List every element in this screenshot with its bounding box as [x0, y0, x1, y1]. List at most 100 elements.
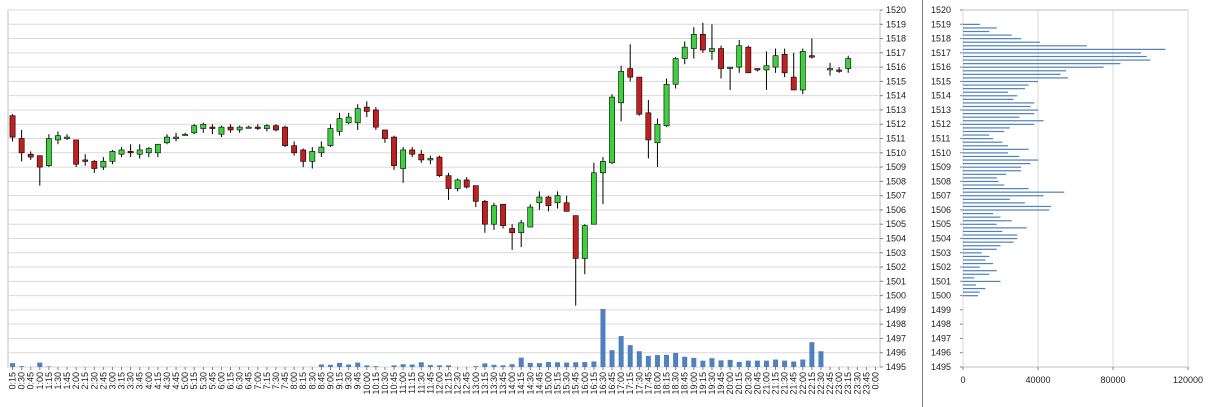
y-tick-label: 1510 [886, 148, 906, 158]
candle-body [672, 58, 679, 85]
x-tick-label: 16:30 [598, 372, 608, 395]
profile-y-tick-label: 1516 [931, 62, 951, 72]
profile-bar [963, 152, 1008, 154]
volume-bar [718, 360, 724, 367]
x-tick-label: 22:45 [825, 372, 835, 395]
x-tick-label: 1:15 [44, 372, 54, 390]
y-tick-label: 1504 [886, 233, 906, 243]
candle-body [145, 148, 152, 154]
volume-bar [491, 364, 497, 367]
profile-y-tick-label: 1510 [931, 148, 951, 158]
x-tick-label: 2:00 [71, 372, 81, 390]
volume-bar [800, 359, 806, 367]
profile-bar [963, 227, 1027, 229]
volume-bar [691, 357, 697, 367]
y-tick-label: 1517 [886, 48, 906, 58]
volume-bar [527, 362, 533, 367]
volume-bar [545, 362, 551, 367]
candle-body [245, 126, 252, 129]
profile-x-tick-label: 40000 [1025, 375, 1050, 385]
candle-body [527, 206, 534, 228]
volume-bar [600, 309, 606, 367]
profile-bar [963, 241, 1014, 243]
candle-body [590, 172, 597, 225]
profile-bar [963, 177, 997, 179]
x-tick-label: 19:45 [716, 372, 726, 395]
x-tick-label: 2:15 [80, 372, 90, 390]
candle-body [609, 96, 615, 164]
y-tick-label: 1502 [886, 262, 906, 272]
candle-body [772, 55, 779, 68]
volume-bar [19, 366, 25, 367]
volume-bar [564, 362, 570, 367]
x-tick-label: 18:15 [662, 372, 672, 395]
profile-y-tick-label: 1511 [931, 134, 950, 144]
profile-bar [963, 173, 1007, 175]
profile-bar [963, 45, 1087, 47]
volume-bar [555, 362, 561, 367]
candle-body [663, 83, 670, 126]
profile-bar [963, 191, 1065, 193]
volume-bar [645, 355, 651, 367]
x-tick-label: 21:15 [771, 372, 781, 395]
volume-bar [654, 355, 660, 367]
profile-bar [963, 52, 1142, 54]
profile-bar [963, 48, 1166, 50]
candle-body [836, 69, 843, 72]
x-tick-label: 4:15 [153, 372, 163, 390]
profile-bar [963, 127, 1010, 129]
y-tick-label: 1498 [886, 319, 906, 329]
candle-body [372, 109, 379, 128]
candle-body [191, 125, 198, 134]
volume-bar [373, 366, 379, 367]
candle-body [18, 138, 25, 154]
volume-profile-chart: 1495 1496 1497 1498 1499 1500 1501 1502 1503 1504… [931, 5, 1203, 385]
x-tick-label: 21:00 [761, 372, 771, 395]
candle-body [736, 45, 743, 68]
profile-bar [963, 59, 1151, 61]
candle-body [636, 76, 643, 115]
x-tick-label: 21:30 [780, 372, 790, 395]
x-tick-label: 8:45 [316, 372, 326, 390]
candle-body [382, 129, 388, 139]
candle-body [36, 155, 43, 168]
profile-bar [963, 262, 993, 265]
profile-bar [963, 266, 980, 268]
candle-body [9, 115, 16, 138]
y-tick-label: 1518 [886, 34, 906, 44]
volume-bar [591, 361, 597, 367]
profile-y-tick-label: 1503 [931, 248, 951, 258]
volume-bar [400, 364, 406, 367]
x-tick-label: 20:00 [725, 372, 735, 395]
x-tick-label: 4:45 [171, 372, 181, 390]
candle-body [263, 125, 270, 129]
candle-body [73, 139, 80, 165]
volume-bar [709, 358, 715, 367]
plot-area [7, 9, 881, 368]
profile-bar [963, 95, 1018, 97]
profile-bar [963, 77, 1068, 79]
x-tick-label: 20:45 [752, 372, 762, 395]
candle-body [336, 118, 343, 132]
candle-body [118, 149, 125, 155]
profile-bar [963, 259, 986, 261]
profile-bar [963, 130, 1005, 133]
profile-bar [963, 27, 997, 29]
x-tick-label: 10:30 [380, 372, 390, 395]
x-tick-label: 0:30 [17, 372, 27, 390]
profile-bar [963, 116, 1020, 118]
x-tick-label: 2:45 [98, 372, 108, 390]
profile-bar [963, 138, 993, 140]
x-tick-label: 9:45 [353, 372, 363, 390]
volume-bar [809, 342, 815, 367]
y-tick-label: 1520 [886, 5, 906, 15]
candle-body [436, 156, 443, 176]
volume-bar [46, 366, 52, 367]
candle-body [554, 195, 561, 204]
candle-body [518, 222, 525, 234]
volume-bar [418, 362, 424, 367]
volume-bar [573, 362, 579, 367]
volume-bar [736, 362, 742, 367]
volume-bar [682, 356, 688, 367]
x-tick-label: 6:00 [216, 372, 226, 390]
